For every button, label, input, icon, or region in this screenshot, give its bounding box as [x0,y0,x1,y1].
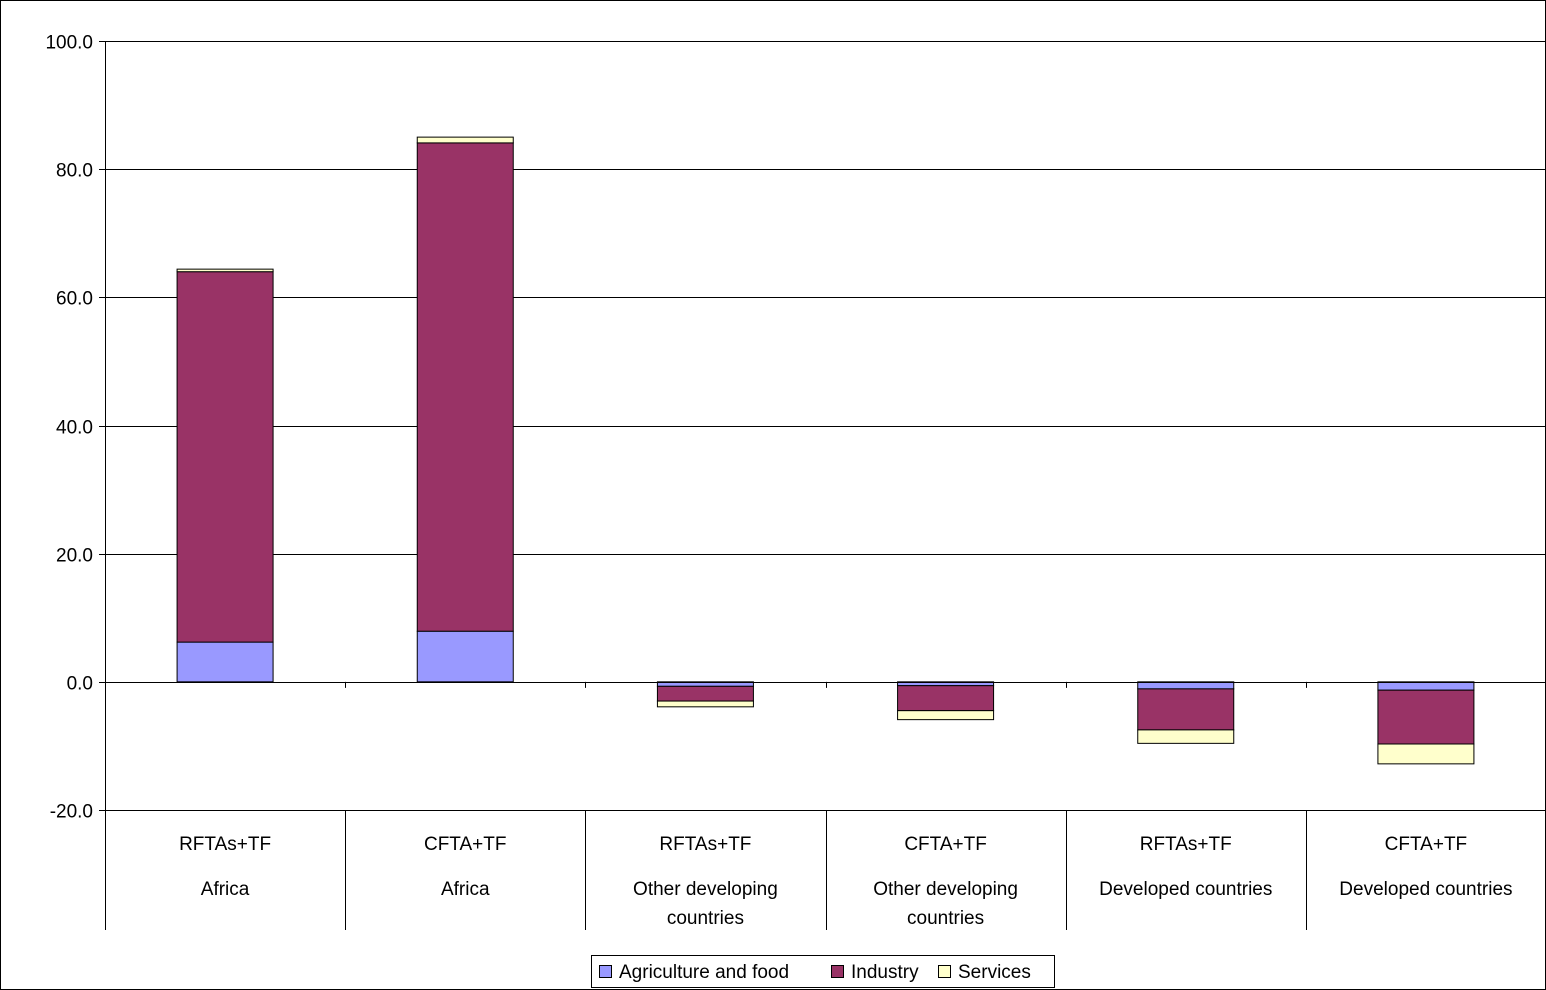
bar-segment [897,685,995,712]
legend-label: Agriculture and food [619,962,789,983]
bar-segment [416,142,514,632]
x-category-scenario-label: CFTA+TF [424,834,507,855]
legend-swatch [831,965,844,978]
x-category-scenario-label: CFTA+TF [904,834,987,855]
x-category-group-label: Developed countries [1339,879,1512,900]
bar-segment [1137,729,1235,744]
bar-segment [897,710,995,721]
x-category-group-label: Other developing [633,879,778,900]
legend-label: Industry [851,962,919,983]
bar-segment [176,268,274,273]
x-category-scenario-label: RFTAs+TF [1140,834,1232,855]
y-tick-label: 0.0 [67,674,93,695]
bar-segment [1137,688,1235,731]
x-category-scenario-label: RFTAs+TF [179,834,271,855]
bar-segment [656,700,754,708]
x-category-scenario-label: RFTAs+TF [659,834,751,855]
y-tick-label: 20.0 [56,546,93,567]
y-tick-label: -20.0 [50,802,93,823]
x-category-group-label: countries [667,908,744,929]
bar-segment [1377,681,1475,691]
y-tick-label: 40.0 [56,418,93,439]
bars [176,136,1475,765]
legend: Agriculture and food Industry Services [591,955,1055,988]
legend-label: Services [958,962,1031,983]
bar-segment [416,136,514,144]
x-category-group-label: Africa [201,879,250,900]
x-category-group-label: Other developing [873,879,1018,900]
bar-segment [656,685,754,702]
y-tick-label: 100.0 [45,33,93,54]
x-category-scenario-label: CFTA+TF [1385,834,1468,855]
bar-segment [176,271,274,643]
bar-segment [416,630,514,683]
legend-swatch [938,965,951,978]
y-tick-label: 60.0 [56,289,93,310]
bar-segment [176,641,274,683]
axes: 100.0 80.0 60.0 40.0 20.0 0.0 -20.0 RFTAs+TF Afr… [45,33,1546,930]
legend-swatch [599,965,612,978]
x-category-group-label: Developed countries [1099,879,1272,900]
y-tick-label: 80.0 [56,161,93,182]
x-category-group-label: Africa [441,879,490,900]
legend-box [591,955,1055,988]
bar-segment [1377,689,1475,745]
bar-segment [1377,743,1475,765]
x-category-group-label: countries [907,908,984,929]
